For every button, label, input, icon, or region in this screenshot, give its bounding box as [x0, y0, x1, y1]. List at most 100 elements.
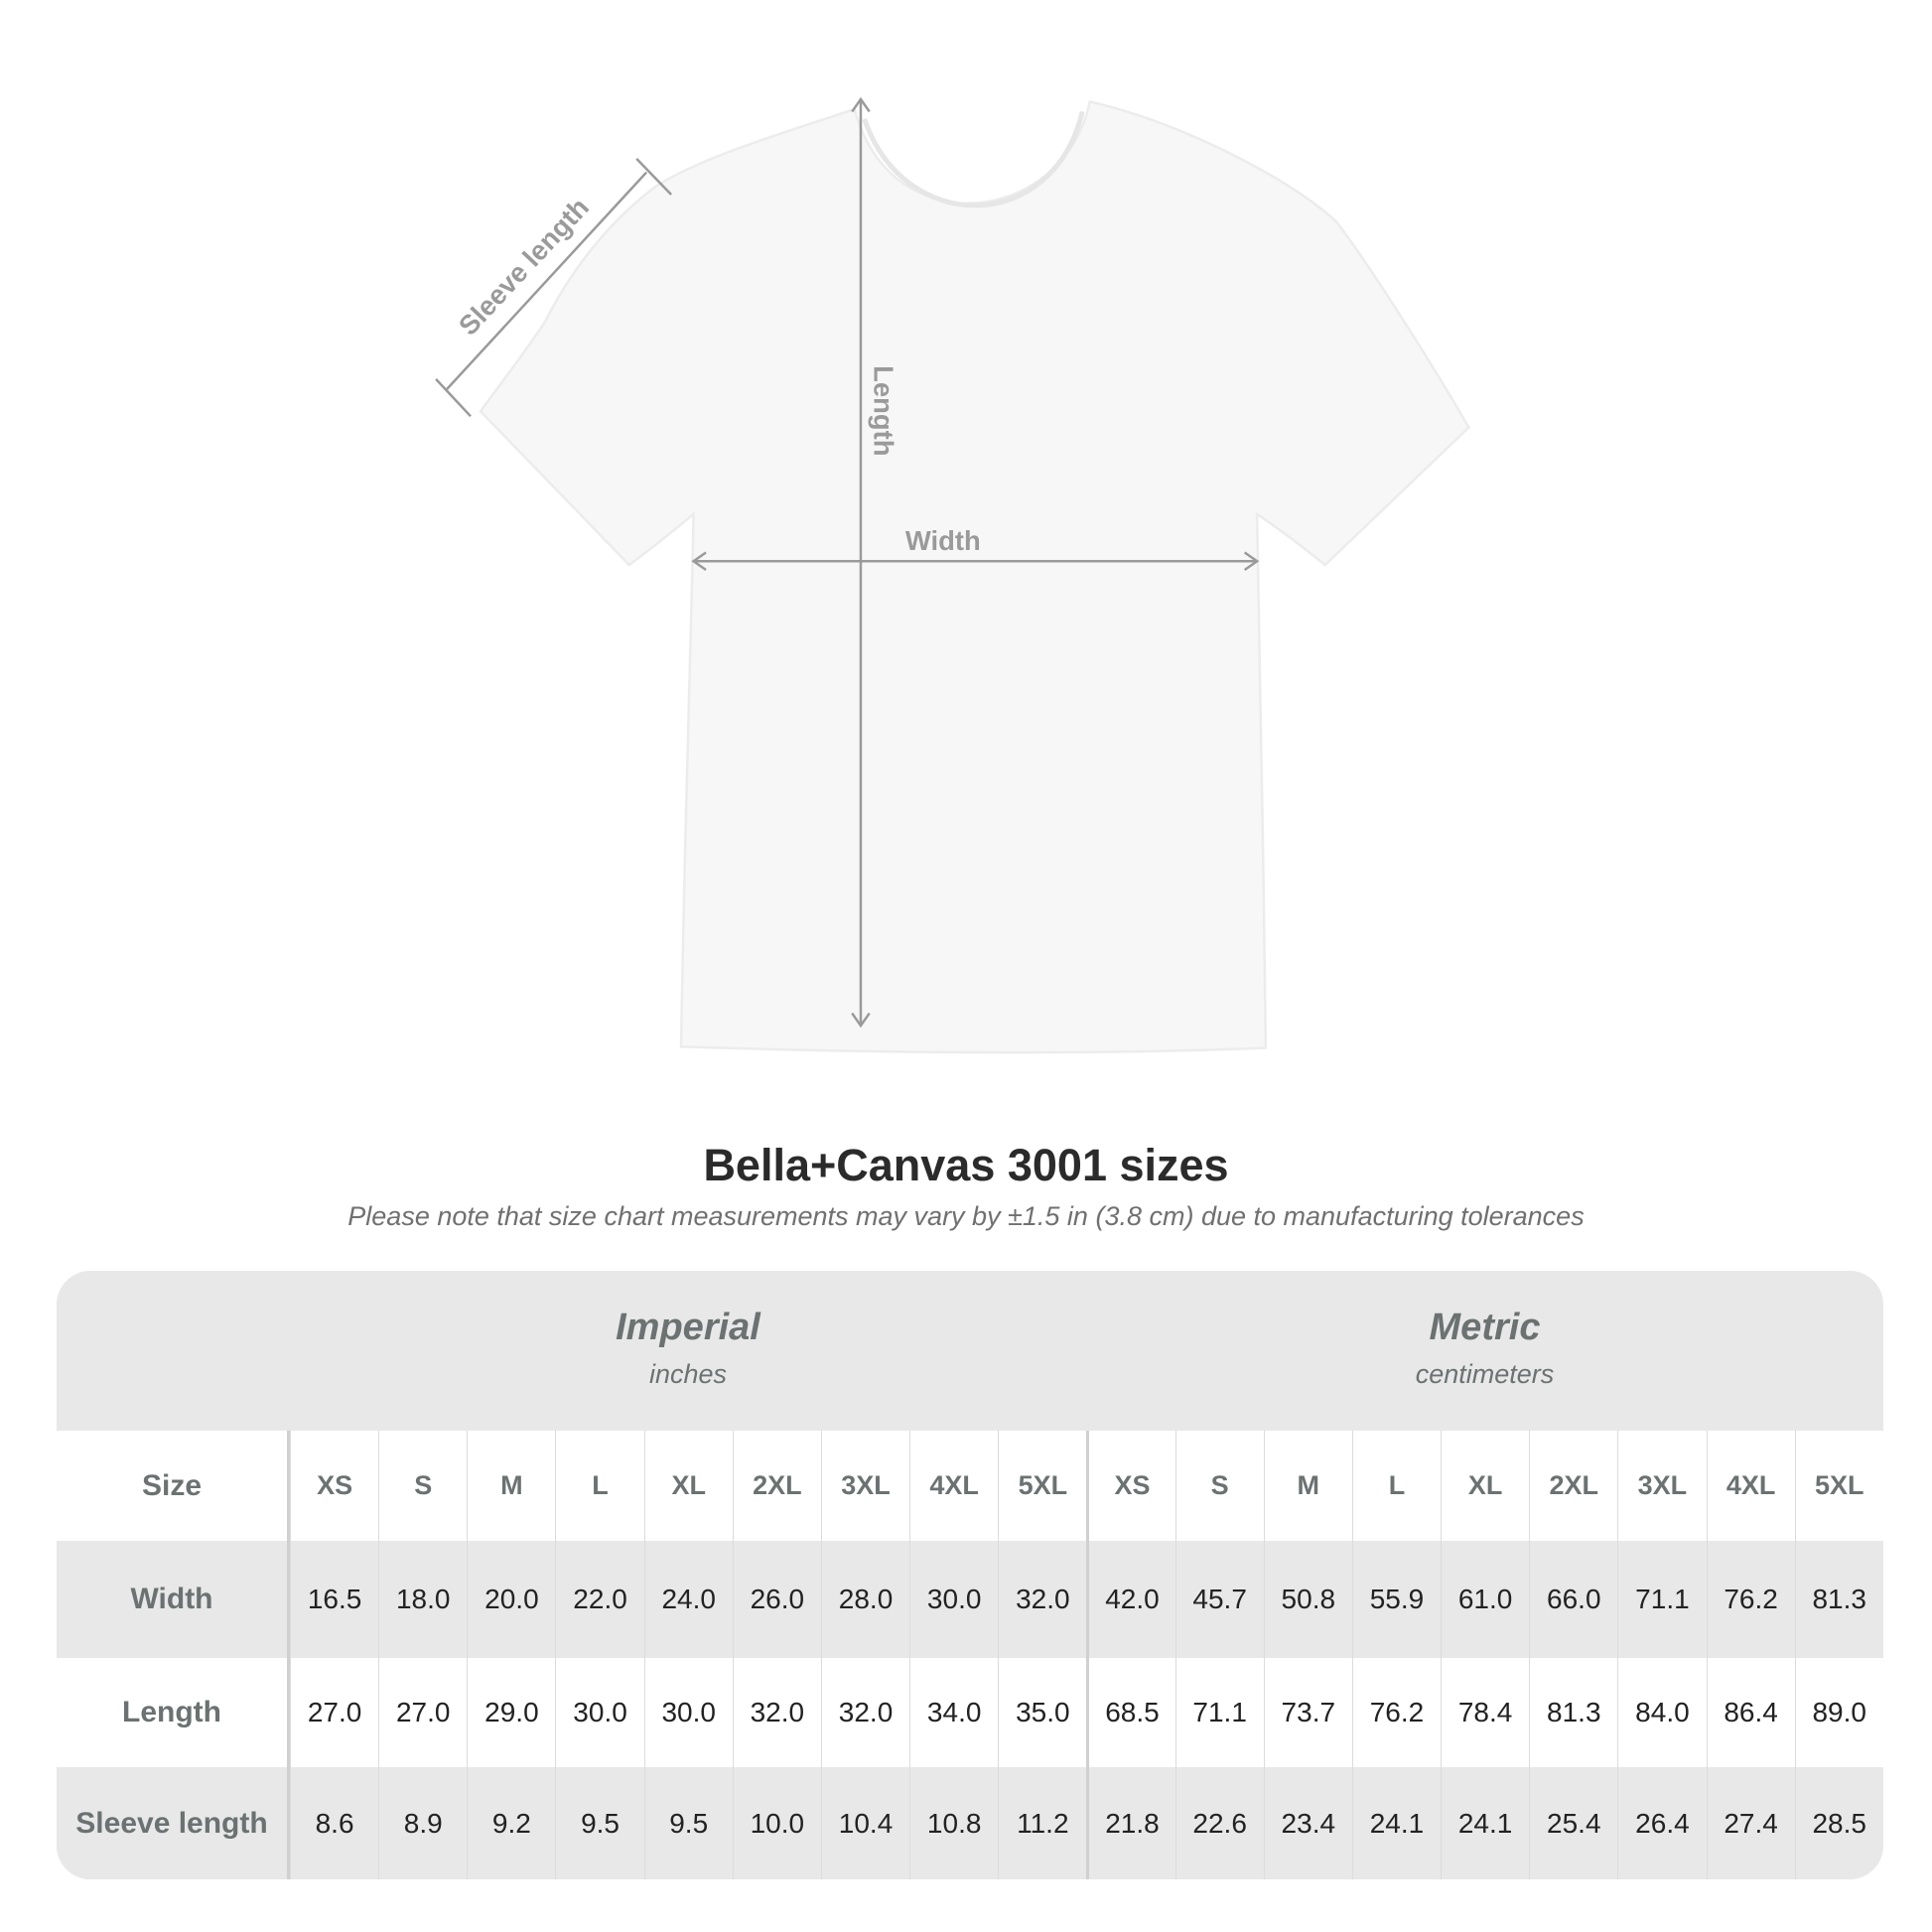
imperial-value-cell: 32.0: [820, 1658, 909, 1767]
metric-value-cell: 42.0: [1086, 1541, 1174, 1658]
metric-value-cell: 26.4: [1617, 1767, 1706, 1879]
imperial-value-cell: 16.5: [290, 1541, 378, 1658]
size-grid: Size XS S M L XL 2XL 3XL 4XL 5XL XS S M L XL 2XL 3XL 4XL 5…: [57, 1431, 1883, 1879]
metric-title: Metric: [1429, 1307, 1541, 1348]
tshirt-shape: [479, 99, 1471, 1054]
metric-value-cell: 55.9: [1351, 1541, 1441, 1658]
metric-size-header: S: [1174, 1431, 1264, 1541]
imperial-value-cell: 35.0: [998, 1658, 1086, 1767]
tshirt-diagram: Length Width Sleeve length: [435, 96, 1471, 1054]
imperial-value-cell: 30.0: [643, 1658, 733, 1767]
metric-value-cell: 28.5: [1794, 1767, 1883, 1879]
imperial-value-cell: 8.6: [290, 1767, 378, 1879]
imperial-value-cell: 10.8: [909, 1767, 998, 1879]
imperial-value-cell: 27.0: [290, 1658, 378, 1767]
metric-value-cell: 66.0: [1529, 1541, 1617, 1658]
metric-value-cell: 21.8: [1086, 1767, 1174, 1879]
imperial-value-cell: 30.0: [909, 1541, 998, 1658]
imperial-value-cell: 34.0: [909, 1658, 998, 1767]
row-label: Sleeve length: [57, 1767, 290, 1879]
metric-value-cell: 71.1: [1617, 1541, 1706, 1658]
imperial-value-cell: 28.0: [820, 1541, 909, 1658]
width-arrow-head-left: [691, 551, 707, 571]
tolerance-note: Please note that size chart measurements…: [347, 1201, 1585, 1231]
page-title: Bella+Canvas 3001 sizes: [703, 1140, 1229, 1190]
metric-value-cell: 61.0: [1441, 1541, 1529, 1658]
metric-size-header: XS: [1086, 1431, 1174, 1541]
table-row: Length 27.0 27.0 29.0 30.0 30.0 32.0 32.0 34.0 35…: [57, 1658, 1883, 1767]
imperial-value-cell: 18.0: [378, 1541, 467, 1658]
metric-size-header: 2XL: [1529, 1431, 1617, 1541]
imperial-size-header: 5XL: [998, 1431, 1086, 1541]
width-arrow-head-right: [1243, 551, 1260, 571]
metric-value-cell: 78.4: [1441, 1658, 1529, 1767]
imperial-value-cell: 32.0: [998, 1541, 1086, 1658]
imperial-value-cell: 22.0: [555, 1541, 643, 1658]
metric-size-header: 5XL: [1794, 1431, 1883, 1541]
imperial-value-cell: 24.0: [643, 1541, 733, 1658]
metric-size-header: M: [1263, 1431, 1352, 1541]
imperial-value-cell: 29.0: [467, 1658, 555, 1767]
imperial-title: Imperial: [616, 1307, 760, 1348]
length-arrow-head-bottom: [851, 1012, 871, 1029]
metric-value-cell: 76.2: [1706, 1541, 1795, 1658]
row-label: Width: [57, 1541, 290, 1658]
imperial-value-cell: 27.0: [378, 1658, 467, 1767]
imperial-size-header: XS: [290, 1431, 378, 1541]
metric-value-cell: 50.8: [1263, 1541, 1352, 1658]
table-row: Width 16.5 18.0 20.0 22.0 24.0 26.0 28.0 30.0 32.…: [57, 1541, 1883, 1658]
row-label: Size: [57, 1431, 290, 1541]
metric-value-cell: 89.0: [1794, 1658, 1883, 1767]
imperial-unit: inches: [648, 1359, 728, 1389]
imperial-value-cell: 8.9: [378, 1767, 467, 1879]
metric-value-cell: 71.1: [1174, 1658, 1264, 1767]
width-label: Width: [905, 525, 981, 556]
metric-value-cell: 81.3: [1794, 1541, 1883, 1658]
imperial-size-header: L: [555, 1431, 643, 1541]
imperial-value-cell: 9.2: [467, 1767, 555, 1879]
sleeve-arrow-start-tick: [635, 157, 673, 196]
metric-value-cell: 22.6: [1174, 1767, 1264, 1879]
imperial-size-header: 4XL: [909, 1431, 998, 1541]
imperial-size-header: S: [378, 1431, 467, 1541]
metric-value-cell: 24.1: [1351, 1767, 1441, 1879]
imperial-value-cell: 26.0: [732, 1541, 821, 1658]
size-table: Imperial inches Metric centimeters Size X…: [57, 1271, 1883, 1879]
metric-size-header: XL: [1441, 1431, 1529, 1541]
metric-value-cell: 68.5: [1086, 1658, 1174, 1767]
metric-value-cell: 27.4: [1706, 1767, 1795, 1879]
sleeve-arrow-end-tick: [435, 378, 472, 418]
metric-value-cell: 76.2: [1351, 1658, 1441, 1767]
row-label: Length: [57, 1658, 290, 1767]
metric-value-cell: 25.4: [1529, 1767, 1617, 1879]
table-row: Sleeve length 8.6 8.9 9.2 9.5 9.5 10.0 10.4 10.8…: [57, 1767, 1883, 1879]
imperial-value-cell: 30.0: [555, 1658, 643, 1767]
metric-value-cell: 24.1: [1441, 1767, 1529, 1879]
tshirt-collar: [862, 110, 1085, 208]
imperial-value-cell: 32.0: [732, 1658, 821, 1767]
length-label: Length: [869, 365, 899, 456]
imperial-value-cell: 9.5: [643, 1767, 733, 1879]
metric-value-cell: 23.4: [1263, 1767, 1352, 1879]
metric-value-cell: 84.0: [1617, 1658, 1706, 1767]
imperial-size-header: XL: [643, 1431, 733, 1541]
imperial-value-cell: 20.0: [467, 1541, 555, 1658]
imperial-value-cell: 10.4: [820, 1767, 909, 1879]
metric-size-header: 3XL: [1617, 1431, 1706, 1541]
imperial-value-cell: 10.0: [732, 1767, 821, 1879]
metric-header: Metric centimeters: [1086, 1271, 1883, 1431]
imperial-size-header: 2XL: [732, 1431, 821, 1541]
imperial-size-header: 3XL: [820, 1431, 909, 1541]
sleeve-arrow: [445, 171, 648, 391]
imperial-size-header: M: [467, 1431, 555, 1541]
imperial-header: Imperial inches: [290, 1271, 1086, 1431]
metric-value-cell: 73.7: [1263, 1658, 1352, 1767]
metric-size-header: L: [1351, 1431, 1441, 1541]
metric-value-cell: 45.7: [1174, 1541, 1264, 1658]
imperial-value-cell: 11.2: [998, 1767, 1086, 1879]
metric-value-cell: 86.4: [1706, 1658, 1795, 1767]
metric-size-header: 4XL: [1706, 1431, 1795, 1541]
size-header-row: Size XS S M L XL 2XL 3XL 4XL 5XL XS S M L XL 2XL 3XL 4XL 5…: [57, 1431, 1883, 1541]
imperial-value-cell: 9.5: [555, 1767, 643, 1879]
metric-unit: centimeters: [1415, 1359, 1555, 1389]
